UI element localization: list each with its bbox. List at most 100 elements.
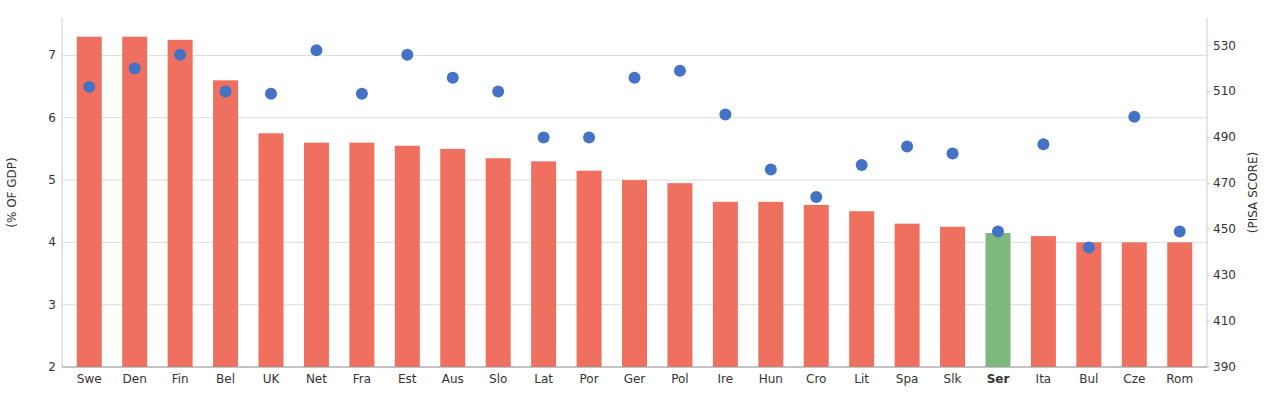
dot	[901, 141, 913, 153]
dot	[174, 49, 186, 61]
dot	[401, 49, 413, 61]
dot	[492, 85, 504, 97]
dot	[629, 72, 641, 84]
dot	[538, 131, 550, 143]
y2-tick-mark	[1207, 137, 1210, 138]
bar	[1076, 242, 1101, 367]
y-tick-label: 2	[48, 360, 56, 374]
x-tick-label: Aus	[442, 372, 464, 386]
bar	[577, 171, 602, 367]
y-tick-label: 4	[48, 235, 56, 249]
y2-tick-mark	[1207, 367, 1210, 368]
dot	[265, 88, 277, 100]
right-axis-line	[1207, 18, 1208, 367]
x-tick-label: Net	[306, 372, 327, 386]
y2-tick-mark	[1207, 321, 1210, 322]
bar	[849, 211, 874, 367]
dot	[356, 88, 368, 100]
x-tick-label: Lit	[854, 372, 869, 386]
bar	[77, 37, 102, 367]
dot	[856, 159, 868, 171]
y2-axis-label: (PISA SCORE)	[1246, 152, 1260, 233]
x-tick-label: Ita	[1036, 372, 1052, 386]
bar	[440, 149, 465, 367]
y2-tick-label: 470	[1213, 176, 1236, 190]
x-tick-label: Slk	[944, 372, 962, 386]
dot	[129, 63, 141, 75]
left-axis-line	[62, 18, 63, 367]
dot	[1083, 242, 1095, 254]
chart-svg: SweDenFinBelUKNetFraEstAusSloLatPorGerPo…	[0, 0, 1269, 401]
bar	[940, 227, 965, 367]
dot	[947, 147, 959, 159]
bar	[622, 180, 647, 367]
x-tick-label: Cro	[806, 372, 826, 386]
bar	[213, 80, 238, 367]
bar	[395, 146, 420, 367]
dot	[583, 131, 595, 143]
dot	[810, 191, 822, 203]
bar	[486, 158, 511, 367]
x-tick-label: Lat	[534, 372, 553, 386]
bar	[1167, 242, 1192, 367]
dot	[310, 44, 322, 56]
bar	[304, 143, 329, 367]
bar	[349, 143, 374, 367]
y-tick-label: 5	[48, 173, 56, 187]
bar	[667, 183, 692, 367]
dot	[1037, 138, 1049, 150]
dot	[765, 164, 777, 176]
y2-tick-label: 530	[1213, 39, 1236, 53]
dot	[674, 65, 686, 77]
dot	[220, 85, 232, 97]
y2-tick-label: 410	[1213, 314, 1236, 328]
x-tick-label: Est	[398, 372, 417, 386]
x-tick-label: Rom	[1166, 372, 1193, 386]
y-tick-label: 7	[48, 48, 56, 62]
x-tick-label: Swe	[77, 372, 102, 386]
x-tick-label: Ire	[718, 372, 734, 386]
bar	[1031, 236, 1056, 367]
bar	[758, 202, 783, 367]
y2-tick-mark	[1207, 91, 1210, 92]
dot	[719, 108, 731, 120]
y2-tick-label: 490	[1213, 130, 1236, 144]
y-axis-label: (% OF GDP)	[5, 157, 19, 228]
bar	[531, 161, 556, 367]
y2-tick-mark	[1207, 229, 1210, 230]
x-tick-label: Bel	[216, 372, 235, 386]
x-axis-line	[62, 367, 1207, 368]
x-tick-label: UK	[263, 372, 281, 386]
x-tick-label: Slo	[489, 372, 507, 386]
bar	[1122, 242, 1147, 367]
grid-line	[62, 367, 1207, 368]
x-tick-label: Fra	[353, 372, 371, 386]
bar	[259, 133, 284, 367]
dot	[447, 72, 459, 84]
grid-line	[62, 55, 1207, 56]
y-tick-label: 3	[48, 298, 56, 312]
x-tick-label: Ger	[624, 372, 646, 386]
x-tick-label: Spa	[896, 372, 919, 386]
dot	[1128, 111, 1140, 123]
y2-tick-label: 450	[1213, 222, 1236, 236]
bar	[713, 202, 738, 367]
x-tick-label: Ser	[987, 372, 1010, 386]
bar	[895, 224, 920, 367]
y2-tick-mark	[1207, 183, 1210, 184]
y2-tick-label: 510	[1213, 84, 1236, 98]
dot	[83, 81, 95, 93]
y2-tick-mark	[1207, 275, 1210, 276]
bar	[804, 205, 829, 367]
x-tick-label: Cze	[1123, 372, 1145, 386]
x-tick-label: Hun	[759, 372, 783, 386]
dot	[1174, 226, 1186, 238]
dot	[992, 226, 1004, 238]
bar	[168, 40, 193, 367]
y2-tick-mark	[1207, 45, 1210, 46]
y-tick-label: 6	[48, 111, 56, 125]
x-tick-label: Den	[123, 372, 147, 386]
x-tick-label: Bul	[1079, 372, 1098, 386]
x-tick-label: Pol	[671, 372, 688, 386]
y2-tick-label: 430	[1213, 268, 1236, 282]
